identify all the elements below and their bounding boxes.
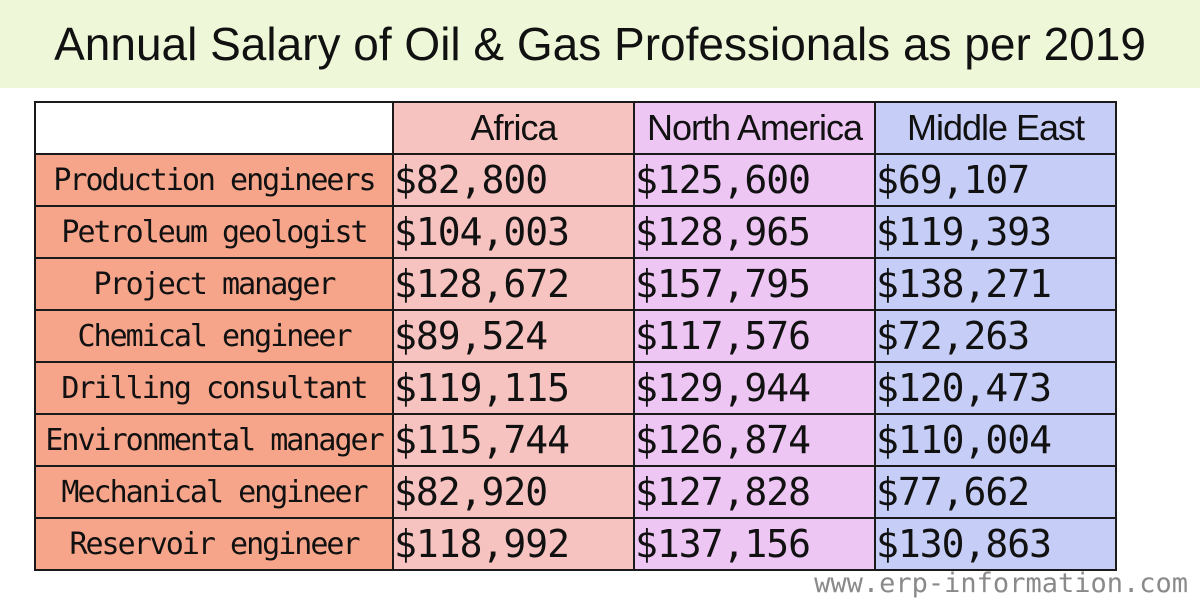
column-header-north-america: North America [633,101,876,155]
value-cell-africa: $82,920 [392,465,635,519]
value-cell-africa: $104,003 [392,205,635,259]
watermark-text: www.erp-information.com [814,568,1188,599]
row-label: Production engineers [34,153,394,207]
row-label: Mechanical engineer [34,465,394,519]
row-label: Chemical engineer [34,309,394,363]
value-cell-africa: $89,524 [392,309,635,363]
row-label: Project manager [34,257,394,311]
value-cell-africa: $82,800 [392,153,635,207]
table-row: Reservoir engineer $118,992 $137,156 $13… [34,517,1117,571]
value-cell-middle-east: $110,004 [874,413,1117,467]
value-cell-north-america: $128,965 [633,205,876,259]
row-label: Drilling consultant [34,361,394,415]
value-cell-north-america: $126,874 [633,413,876,467]
value-cell-north-america: $117,576 [633,309,876,363]
row-label: Petroleum geologist [34,205,394,259]
value-cell-africa: $128,672 [392,257,635,311]
chart-title: Annual Salary of Oil & Gas Professionals… [54,18,1146,70]
table-row: Production engineers $82,800 $125,600 $6… [34,153,1117,207]
table-row: Chemical engineer $89,524 $117,576 $72,2… [34,309,1117,363]
table-row: Mechanical engineer $82,920 $127,828 $77… [34,465,1117,519]
value-cell-north-america: $125,600 [633,153,876,207]
value-cell-middle-east: $138,271 [874,257,1117,311]
value-cell-north-america: $129,944 [633,361,876,415]
value-cell-middle-east: $119,393 [874,205,1117,259]
value-cell-north-america: $127,828 [633,465,876,519]
value-cell-middle-east: $72,263 [874,309,1117,363]
table-row: Project manager $128,672 $157,795 $138,2… [34,257,1117,311]
header-corner-cell [34,101,394,155]
table-row: Petroleum geologist $104,003 $128,965 $1… [34,205,1117,259]
table-row: Environmental manager $115,744 $126,874 … [34,413,1117,467]
value-cell-africa: $115,744 [392,413,635,467]
value-cell-middle-east: $120,473 [874,361,1117,415]
value-cell-middle-east: $130,863 [874,517,1117,571]
value-cell-middle-east: $69,107 [874,153,1117,207]
value-cell-africa: $118,992 [392,517,635,571]
row-label: Environmental manager [34,413,394,467]
column-header-africa: Africa [392,101,635,155]
title-band [0,0,1200,88]
value-cell-africa: $119,115 [392,361,635,415]
value-cell-middle-east: $77,662 [874,465,1117,519]
salary-table: Africa North America Middle East Product… [34,101,1117,571]
row-label: Reservoir engineer [34,517,394,571]
table-row: Drilling consultant $119,115 $129,944 $1… [34,361,1117,415]
header-row: Africa North America Middle East [34,101,1117,155]
column-header-middle-east: Middle East [874,101,1117,155]
value-cell-north-america: $137,156 [633,517,876,571]
value-cell-north-america: $157,795 [633,257,876,311]
